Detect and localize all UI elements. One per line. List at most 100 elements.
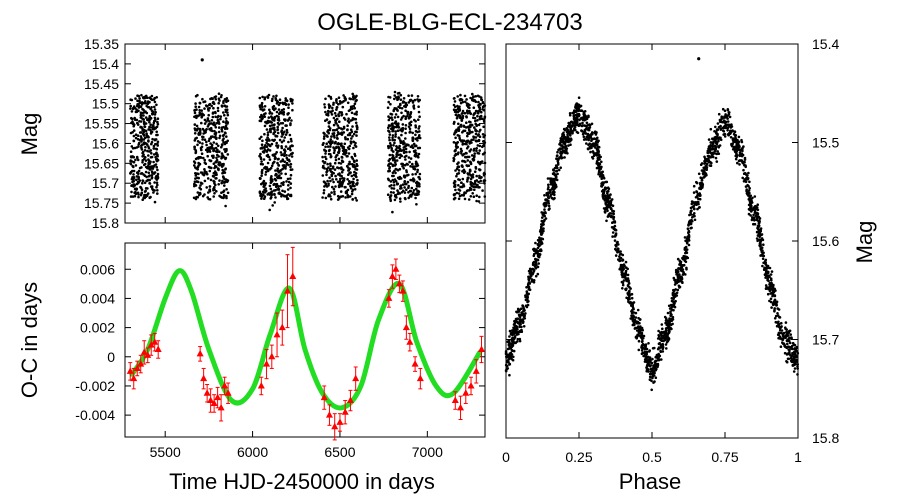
phased-point: [591, 150, 595, 154]
lc-point: [201, 112, 204, 116]
lc-point: [224, 117, 228, 120]
lc-point: [408, 113, 412, 117]
phased-point: [523, 317, 527, 320]
phased-point: [649, 372, 652, 376]
lc-point: [473, 136, 476, 139]
lc-point: [213, 192, 216, 195]
ytick-label: 15.7: [812, 332, 839, 348]
lc-point: [145, 132, 148, 135]
lc-point: [287, 184, 290, 187]
lc-point: [142, 129, 145, 133]
phased-point: [650, 361, 654, 365]
phased-point: [590, 139, 593, 142]
phased-point: [615, 245, 618, 248]
lc-point: [290, 119, 293, 122]
lc-point: [150, 130, 153, 134]
lc-point: [155, 178, 159, 181]
lc-point: [155, 96, 158, 99]
phased-point: [761, 252, 764, 255]
lc-point: [464, 140, 468, 143]
phased-point: [651, 347, 655, 350]
oc-point: [320, 385, 328, 410]
phased-point: [670, 299, 674, 303]
lc-point: [275, 114, 279, 118]
lc-point: [402, 175, 406, 178]
lc-point: [193, 109, 196, 112]
oc-triangle-marker: [154, 345, 162, 352]
lc-point: [288, 194, 292, 197]
lc-point: [208, 198, 212, 201]
lc-point: [140, 93, 143, 97]
phased-point: [504, 352, 508, 356]
phased-point: [748, 180, 751, 184]
lc-point: [355, 159, 359, 162]
lc-point: [141, 155, 144, 158]
lc-point: [206, 177, 210, 180]
ytick-label: -0.002: [75, 378, 115, 394]
phased-point: [671, 305, 675, 308]
lc-point: [463, 100, 467, 104]
lc-point: [469, 169, 472, 172]
lc-point: [288, 154, 291, 157]
phased-point: [687, 230, 691, 234]
phased-point: [651, 357, 654, 361]
lc-point: [453, 185, 457, 188]
lc-point: [266, 161, 270, 165]
lc-point: [482, 135, 486, 139]
lc-point: [474, 132, 478, 136]
phased-point: [711, 137, 714, 140]
phased-point: [527, 292, 530, 296]
lc-point: [353, 160, 356, 164]
phased-point: [540, 219, 544, 223]
lc-point: [260, 135, 263, 139]
lc-point: [403, 180, 407, 183]
lc-point: [142, 120, 146, 124]
phased-point: [713, 152, 717, 155]
lc-point: [129, 107, 132, 110]
lc-point: [215, 173, 218, 176]
lc-point: [472, 149, 476, 152]
lc-point: [277, 112, 281, 115]
phased-point: [624, 260, 628, 264]
lc-point: [329, 170, 333, 173]
lc-point: [337, 96, 341, 99]
lc-point: [216, 109, 220, 113]
phased-point: [640, 352, 644, 356]
lc-point: [153, 138, 157, 142]
lc-point: [344, 196, 347, 199]
lc-point: [264, 165, 267, 169]
lc-point: [289, 123, 292, 127]
phased-point: [744, 185, 748, 188]
lc-point: [212, 106, 215, 110]
phased-point: [508, 329, 512, 333]
lc-point: [203, 107, 206, 110]
lc-point: [272, 104, 276, 108]
lc-point: [322, 189, 326, 192]
lc-point: [135, 187, 138, 190]
phased-point: [607, 189, 610, 193]
lc-point: [406, 180, 410, 184]
lc-point: [349, 128, 353, 131]
lc-point: [210, 145, 214, 149]
ytick-label: 15.7: [92, 175, 119, 191]
phased-point: [766, 271, 770, 275]
lc-point: [260, 160, 263, 163]
lc-point: [282, 183, 285, 186]
lc-point: [291, 99, 294, 102]
lc-point: [193, 164, 196, 167]
phased-point: [702, 173, 705, 176]
lc-point: [326, 179, 329, 183]
phased-xticks: 0 0.25 0.5 0.75 1: [502, 44, 802, 465]
lc-point: [138, 99, 141, 103]
lc-point: [283, 151, 287, 155]
phased-point: [787, 345, 790, 349]
phased-point: [621, 281, 625, 285]
lc-point: [395, 122, 398, 126]
lc-point: [146, 166, 149, 170]
lc-point: [219, 115, 223, 118]
phased-point: [668, 317, 671, 320]
lc-point: [194, 177, 197, 180]
lc-point: [413, 154, 417, 157]
lc-point: [478, 174, 481, 178]
lc-point: [469, 177, 473, 181]
